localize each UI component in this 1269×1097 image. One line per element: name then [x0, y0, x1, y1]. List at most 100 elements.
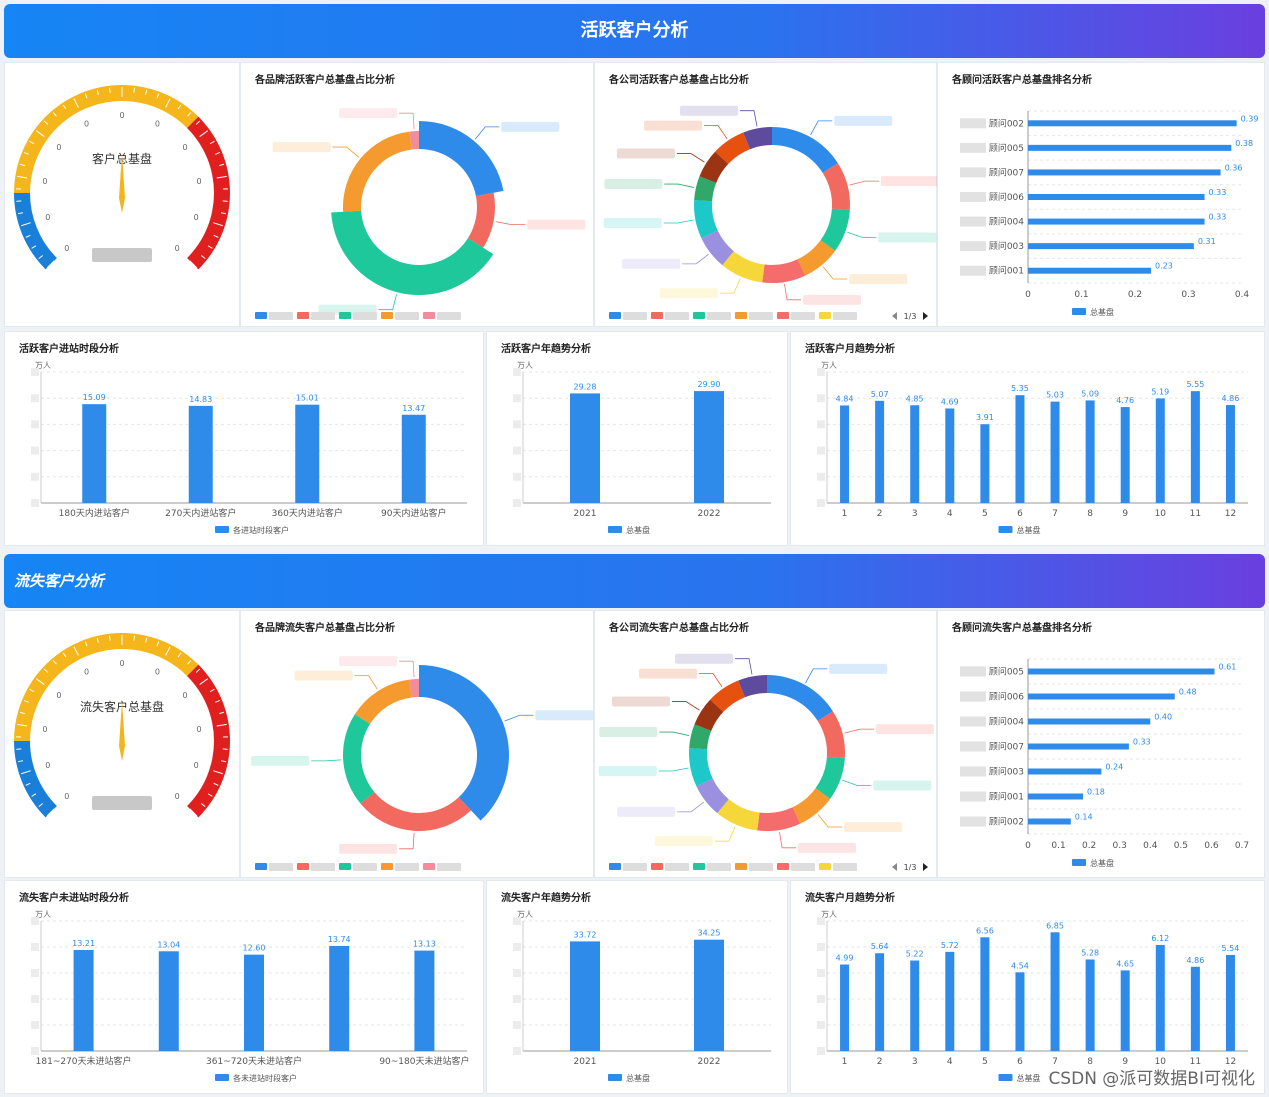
- legend-swatch: [423, 863, 435, 870]
- pager-text: 1/3: [904, 863, 917, 872]
- bar: [1155, 398, 1165, 503]
- lost-month-panel: 流失客户月趋势分析 万人 4.99 1 5.64 2 5.22 3 5.72 4 6.56 5 4.5…: [790, 880, 1265, 1094]
- gauge-tick: [199, 678, 209, 685]
- donut-leader: [354, 675, 378, 690]
- y-tick-blur: [513, 420, 521, 429]
- x-tick-label: 10: [1155, 1057, 1167, 1067]
- lost-section-title: 流失客户分析: [14, 572, 105, 590]
- category-label: 顾问001: [989, 791, 1024, 803]
- category-blur: [960, 766, 986, 777]
- donut-slice: [710, 680, 745, 712]
- donut-label-blur: [527, 219, 586, 230]
- category-blur: [960, 216, 986, 227]
- gauge-tick: [62, 652, 67, 658]
- y-tick-blur: [817, 368, 825, 376]
- bar: [1028, 718, 1151, 725]
- gauge-tick: [25, 782, 31, 786]
- lost-consultant-title: 各顾问流失客户总基盘排名分析: [952, 623, 1092, 634]
- gauge-tick: [43, 120, 49, 125]
- legend-swatch: [819, 863, 831, 870]
- x-tick-label: 0.6: [1204, 841, 1219, 851]
- y-tick-blur: [31, 446, 39, 455]
- gauge-tick: [52, 112, 57, 117]
- value-label: 4.54: [1011, 961, 1029, 970]
- y-tick-blur: [513, 969, 521, 977]
- donut-leader: [399, 832, 415, 850]
- value-label: 14.83: [189, 395, 212, 404]
- donut-slice: [360, 791, 472, 831]
- active-gauge: 00000000000客户总基盘: [14, 85, 231, 270]
- gauge-tick: [145, 89, 148, 95]
- bar: [1225, 954, 1235, 1051]
- bar: [1085, 400, 1095, 503]
- donut-slice: [343, 131, 412, 212]
- legend-swatch: [381, 312, 393, 319]
- category-label: 顾问004: [989, 716, 1024, 728]
- donut-slice: [409, 679, 419, 698]
- lost-brand-title: 各品牌流失客户总基盘占比分析: [255, 623, 395, 634]
- bar: [1015, 972, 1025, 1051]
- bar: [1190, 966, 1200, 1051]
- bar: [1028, 668, 1215, 675]
- gauge-tick-label: 0: [56, 143, 61, 152]
- donut-label-blur: [880, 176, 939, 187]
- donut-label-blur: [294, 670, 353, 681]
- gauge-tick: [21, 770, 31, 775]
- legend-label-blur: [311, 312, 335, 320]
- donut-label-blur: [675, 653, 734, 664]
- donut-label-blur: [803, 294, 862, 305]
- gauge-tick-label: 0: [183, 143, 188, 152]
- value-label: 0.39: [1241, 114, 1259, 123]
- gauge-tick-label: 0: [45, 213, 50, 222]
- donut-leader: [682, 253, 710, 265]
- pager-text: 1/3: [904, 312, 917, 321]
- category-blur: [960, 816, 986, 827]
- donut-slice: [772, 127, 838, 173]
- category-blur: [960, 241, 986, 252]
- gauge-tick: [43, 668, 49, 673]
- bar: [1120, 407, 1130, 503]
- bar: [1155, 944, 1165, 1051]
- bar: [188, 405, 213, 503]
- x-tick-label: 2: [877, 509, 883, 519]
- y-tick-blur: [817, 995, 825, 1003]
- gauge-tick: [213, 222, 223, 227]
- bar: [1028, 243, 1194, 250]
- legend-swatch: [1072, 859, 1086, 866]
- value-label: 0.24: [1105, 763, 1123, 772]
- donut-leader: [504, 714, 534, 722]
- value-label: 6.12: [1151, 934, 1169, 943]
- bar: [1028, 169, 1221, 176]
- active-period-chart: 万人 15.09 180天内进站客户 14.83 270天内进站客户 15.01 360天内…: [31, 361, 467, 535]
- donut-leader: [810, 120, 833, 136]
- active-consultant-title: 各顾问活跃客户总基盘排名分析: [952, 75, 1092, 86]
- active-company-title: 各公司活跃客户总基盘占比分析: [609, 75, 749, 86]
- value-label: 13.74: [328, 935, 351, 944]
- x-tick-label: 6: [1017, 509, 1023, 519]
- bar: [1028, 793, 1084, 800]
- y-tick-blur: [817, 499, 825, 507]
- donut-leader: [399, 660, 415, 678]
- value-label: 4.99: [836, 954, 854, 963]
- gauge-tick: [156, 93, 160, 99]
- gauge-tick: [187, 112, 192, 117]
- category-label: 顾问007: [989, 166, 1024, 178]
- donut-leader: [822, 266, 848, 280]
- y-tick-blur: [817, 420, 825, 429]
- donut-leader: [677, 801, 705, 813]
- gauge-tick-label: 0: [119, 111, 124, 120]
- value-label: 13.47: [402, 404, 425, 413]
- donut-label-blur: [680, 105, 739, 116]
- bar: [414, 950, 435, 1051]
- gauge-tick: [215, 151, 221, 155]
- lost-year-panel: 流失客户年趋势分析 万人 33.72 2021 34.25 2022 总基盘: [486, 880, 788, 1094]
- gauge-tick: [189, 260, 198, 269]
- donut-leader: [399, 112, 415, 130]
- category-blur: [960, 142, 986, 153]
- unit-label: 万人: [517, 361, 533, 370]
- y-tick-blur: [31, 917, 39, 925]
- donut-slice: [694, 176, 717, 202]
- lost-section-header: 流失客户分析: [4, 554, 1265, 608]
- active-period-title: 活跃客户进站时段分析: [19, 344, 119, 355]
- gauge-tick: [21, 222, 31, 227]
